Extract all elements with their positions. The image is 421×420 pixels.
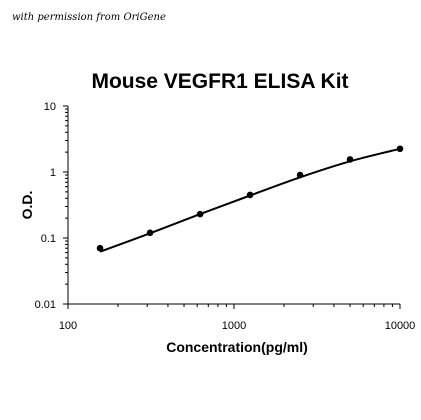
data-point [296,171,304,179]
y-axis-ticks: 0.01 0.1 1 10 [35,101,68,311]
y-tick-label: 1 [50,167,56,179]
data-point [396,145,404,153]
y-tick-label: 10 [44,101,56,113]
data-point [146,229,154,237]
x-tick-label: 1000 [222,320,246,332]
y-tick-label: 0.1 [41,233,56,245]
y-axis-label: O.D. [19,191,35,220]
x-axis-ticks: 100 1000 10000 [59,304,415,332]
fit-curve-line [99,147,401,253]
data-point [96,244,104,252]
data-point [246,191,254,199]
data-points [96,145,404,252]
permission-credit: with permission from OriGene [12,12,166,23]
chart-title: Mouse VEGFR1 ELISA Kit [91,70,348,93]
data-point [346,156,354,163]
x-tick-label: 100 [59,320,77,332]
data-point [196,210,204,218]
y-tick-label: 0.01 [35,299,56,311]
x-axis-label: Concentration(pg/ml) [166,339,308,355]
x-tick-label: 10000 [385,320,416,332]
plot-area: 0.01 0.1 1 10 100 1000 10000 [35,101,416,332]
